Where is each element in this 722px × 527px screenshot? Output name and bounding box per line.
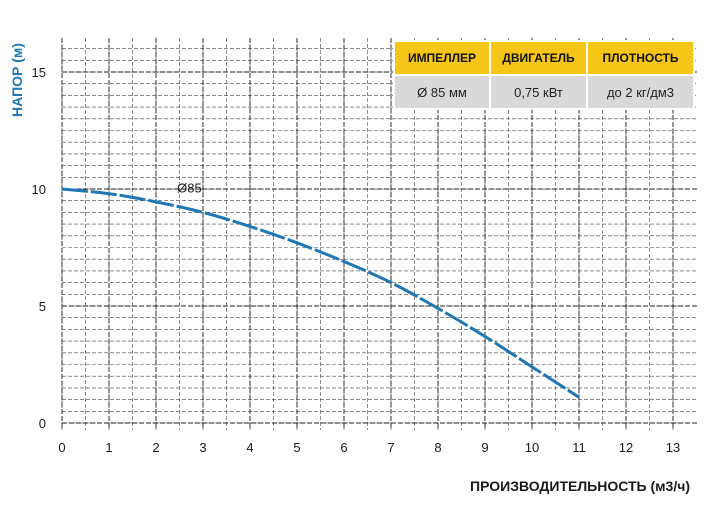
spec-table-header-row: ИМПЕЛЛЕР ДВИГАТЕЛЬ ПЛОТНОСТЬ bbox=[393, 40, 695, 76]
y-tick-label: 5 bbox=[39, 299, 46, 314]
y-tick-label: 15 bbox=[32, 65, 46, 80]
x-tick-label: 7 bbox=[387, 440, 394, 455]
value-impeller: Ø 85 мм bbox=[393, 74, 491, 110]
x-tick-label: 3 bbox=[199, 440, 206, 455]
value-motor: 0,75 кВт bbox=[489, 74, 588, 110]
header-impeller: ИМПЕЛЛЕР bbox=[393, 40, 491, 76]
header-motor: ДВИГАТЕЛЬ bbox=[489, 40, 588, 76]
y-tick-labels: 0 5 10 15 bbox=[32, 65, 46, 431]
x-tick-label: 0 bbox=[58, 440, 65, 455]
spec-table-value-row: Ø 85 мм 0,75 кВт до 2 кг/дм3 bbox=[393, 74, 695, 110]
series-curve-0 bbox=[61, 187, 580, 399]
x-tick-label: 13 bbox=[666, 440, 680, 455]
y-tick-label: 0 bbox=[39, 416, 46, 431]
y-axis-label: НАПОР (м) bbox=[9, 43, 25, 117]
spec-table: ИМПЕЛЛЕР ДВИГАТЕЛЬ ПЛОТНОСТЬ Ø 85 мм 0,7… bbox=[393, 40, 695, 110]
x-tick-label: 4 bbox=[246, 440, 253, 455]
x-tick-label: 9 bbox=[481, 440, 488, 455]
series-layer bbox=[61, 187, 580, 399]
series-label-d85: Ø85 bbox=[177, 181, 202, 196]
y-tick-label: 10 bbox=[32, 182, 46, 197]
x-tick-label: 2 bbox=[152, 440, 159, 455]
x-tick-label: 12 bbox=[619, 440, 633, 455]
header-density: ПЛОТНОСТЬ bbox=[586, 40, 695, 76]
x-tick-label: 10 bbox=[525, 440, 539, 455]
x-axis-label: ПРОИЗВОДИТЕЛЬНОСТЬ (м3/ч) bbox=[470, 478, 690, 494]
value-density: до 2 кг/дм3 bbox=[586, 74, 695, 110]
x-tick-label: 5 bbox=[293, 440, 300, 455]
x-tick-label: 11 bbox=[572, 440, 586, 455]
x-tick-label: 8 bbox=[434, 440, 441, 455]
x-tick-label: 1 bbox=[105, 440, 112, 455]
x-tick-label: 6 bbox=[340, 440, 347, 455]
x-tick-labels: 0 1 2 3 4 5 6 7 8 9 10 11 12 13 bbox=[58, 440, 680, 455]
